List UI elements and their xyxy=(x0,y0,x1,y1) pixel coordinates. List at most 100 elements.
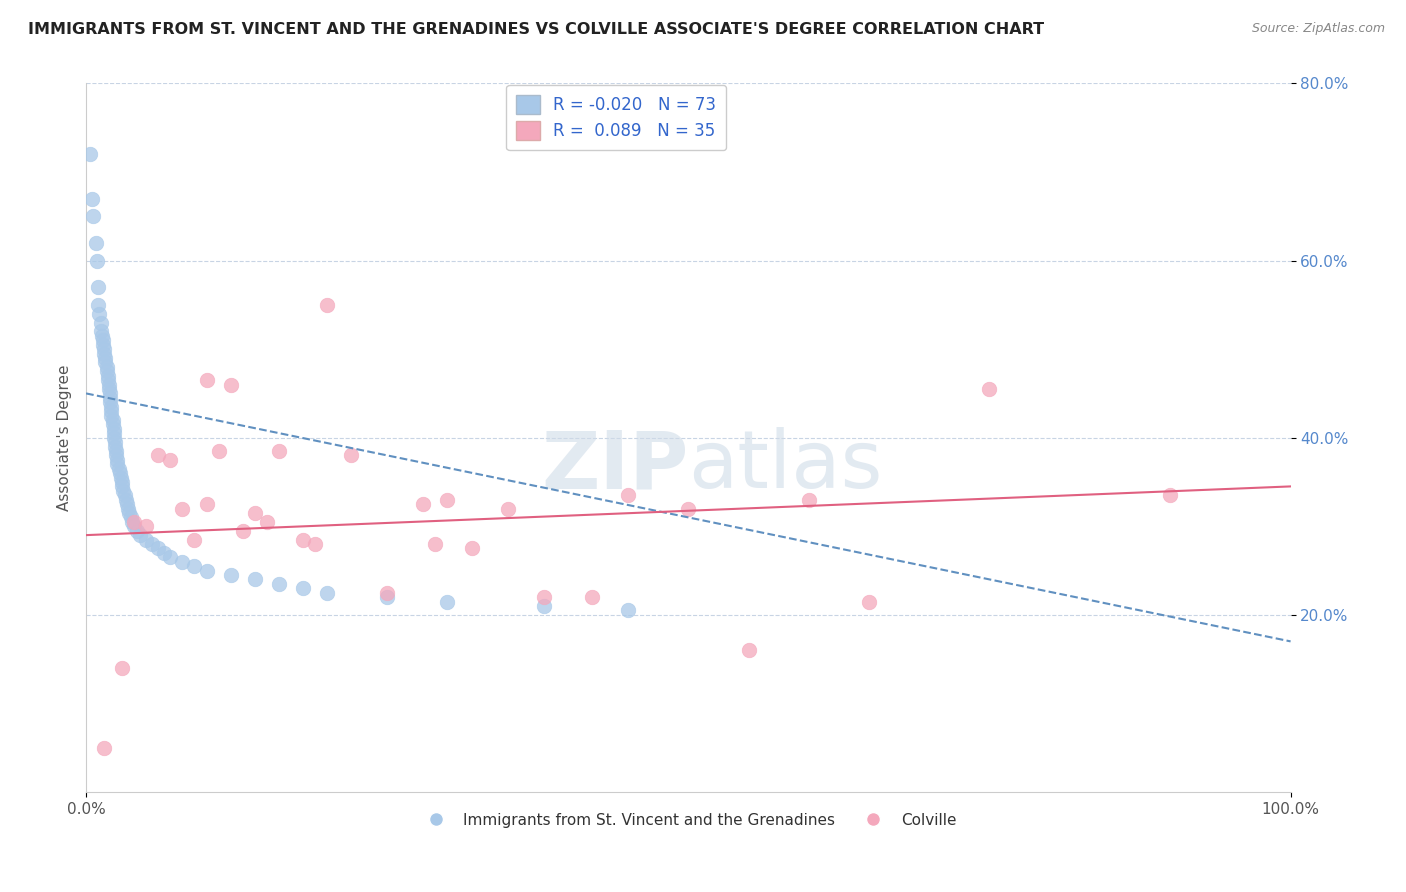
Point xyxy=(87,280,110,294)
Point xyxy=(129,528,152,542)
Point xyxy=(100,400,122,414)
Point xyxy=(101,417,124,432)
Point xyxy=(87,298,110,312)
Point xyxy=(183,533,205,547)
Point xyxy=(256,515,278,529)
Point xyxy=(91,337,114,351)
Point xyxy=(79,147,101,161)
Point xyxy=(86,253,108,268)
Point xyxy=(89,325,111,339)
Point xyxy=(103,431,125,445)
Point xyxy=(98,391,121,405)
Point xyxy=(101,413,124,427)
Point xyxy=(141,537,163,551)
Point xyxy=(172,501,194,516)
Point xyxy=(82,209,104,223)
Point xyxy=(115,497,138,511)
Point xyxy=(100,409,122,423)
Point xyxy=(93,740,115,755)
Point xyxy=(114,488,136,502)
Point xyxy=(121,515,143,529)
Point xyxy=(1159,488,1181,502)
Point xyxy=(111,475,134,489)
Point xyxy=(122,519,145,533)
Point xyxy=(617,603,640,617)
Point xyxy=(96,364,118,378)
Point xyxy=(316,585,339,599)
Point xyxy=(243,506,266,520)
Point xyxy=(97,382,120,396)
Point xyxy=(97,373,120,387)
Point xyxy=(104,435,127,450)
Point xyxy=(316,298,339,312)
Point xyxy=(340,449,363,463)
Point xyxy=(737,643,759,657)
Point xyxy=(858,594,880,608)
Point xyxy=(105,449,128,463)
Point xyxy=(111,661,134,675)
Point xyxy=(94,351,117,365)
Point xyxy=(84,235,107,250)
Point xyxy=(97,368,120,383)
Point xyxy=(412,497,434,511)
Point xyxy=(207,444,229,458)
Point xyxy=(91,333,114,347)
Text: ZIP: ZIP xyxy=(541,427,689,505)
Point xyxy=(100,404,122,418)
Point xyxy=(80,192,103,206)
Point xyxy=(375,585,398,599)
Point xyxy=(153,546,176,560)
Point xyxy=(496,501,519,516)
Text: IMMIGRANTS FROM ST. VINCENT AND THE GRENADINES VS COLVILLE ASSOCIATE'S DEGREE CO: IMMIGRANTS FROM ST. VINCENT AND THE GREN… xyxy=(28,22,1045,37)
Text: atlas: atlas xyxy=(689,427,883,505)
Point xyxy=(436,492,458,507)
Point xyxy=(112,483,135,498)
Point xyxy=(103,422,125,436)
Point xyxy=(148,541,170,556)
Point xyxy=(105,453,128,467)
Point xyxy=(533,599,555,613)
Point xyxy=(89,307,111,321)
Point xyxy=(93,342,115,356)
Point xyxy=(118,506,141,520)
Point xyxy=(172,555,194,569)
Point xyxy=(98,395,121,409)
Point xyxy=(291,533,314,547)
Point xyxy=(195,564,218,578)
Point xyxy=(219,568,242,582)
Point xyxy=(108,466,131,480)
Text: Source: ZipAtlas.com: Source: ZipAtlas.com xyxy=(1251,22,1385,36)
Point xyxy=(304,537,326,551)
Point xyxy=(97,377,120,392)
Point xyxy=(89,316,111,330)
Y-axis label: Associate's Degree: Associate's Degree xyxy=(58,365,72,511)
Point xyxy=(678,501,700,516)
Point xyxy=(533,590,555,604)
Point xyxy=(436,594,458,608)
Point xyxy=(105,457,128,471)
Point xyxy=(122,515,145,529)
Point xyxy=(291,581,314,595)
Point xyxy=(581,590,603,604)
Point xyxy=(243,573,266,587)
Point xyxy=(267,444,290,458)
Point xyxy=(267,577,290,591)
Point xyxy=(159,550,181,565)
Point xyxy=(375,590,398,604)
Point xyxy=(111,479,134,493)
Point xyxy=(617,488,640,502)
Point xyxy=(90,329,112,343)
Point xyxy=(195,497,218,511)
Point xyxy=(125,524,148,538)
Point xyxy=(110,470,132,484)
Point xyxy=(107,461,129,475)
Point xyxy=(103,426,125,441)
Point xyxy=(148,449,170,463)
Point xyxy=(135,533,157,547)
Point xyxy=(120,510,142,524)
Point xyxy=(117,501,139,516)
Point xyxy=(96,359,118,374)
Point xyxy=(195,373,218,387)
Point xyxy=(460,541,482,556)
Legend: Immigrants from St. Vincent and the Grenadines, Colville: Immigrants from St. Vincent and the Gren… xyxy=(415,806,963,834)
